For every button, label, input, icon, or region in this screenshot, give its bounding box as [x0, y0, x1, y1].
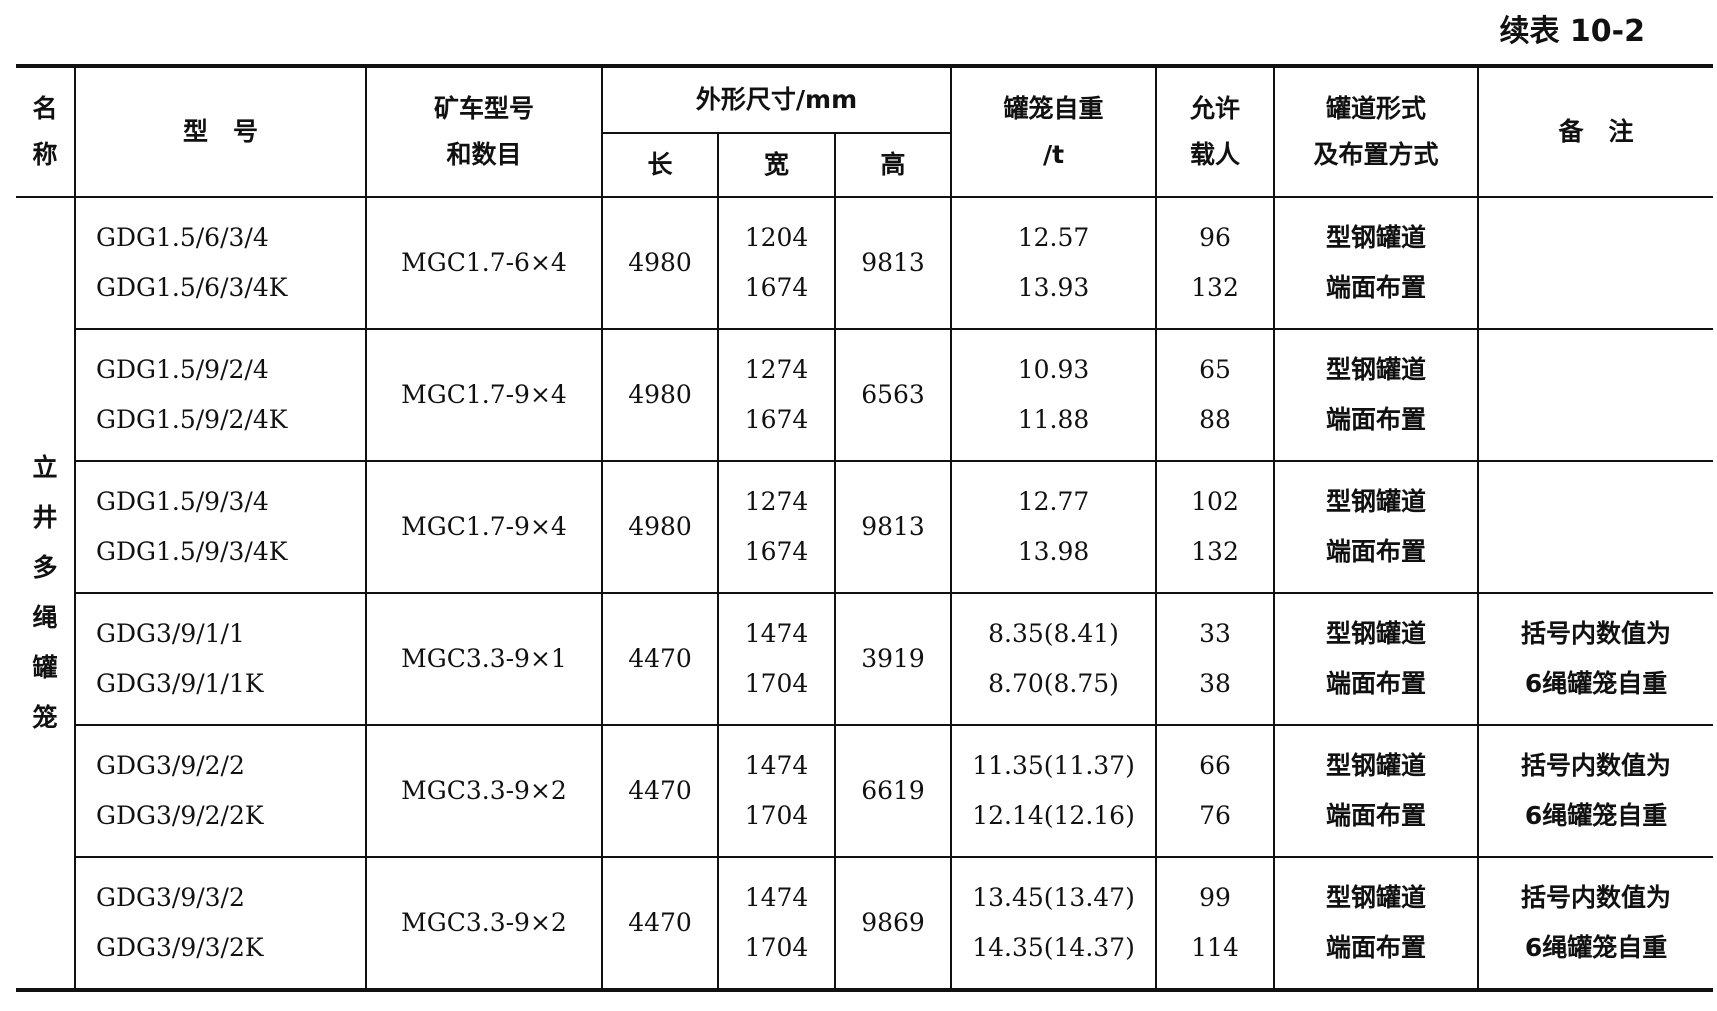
- height-cell: 9813: [833, 460, 953, 594]
- model-cell: GDG3/9/1/1 GDG3/9/1/1K: [75, 592, 367, 726]
- car-cell: MGC3.3-9×2: [365, 856, 603, 991]
- table-row: GDG3/9/1/1 GDG3/9/1/1K MGC3.3-9×1 4470 1474 1…: [16, 592, 1714, 726]
- width-cell: 1274 1674: [717, 460, 836, 594]
- model-cell: GDG3/9/2/2 GDG3/9/2/2K: [75, 724, 367, 858]
- weight-cell: 12.77 13.98: [950, 460, 1158, 594]
- remark-cell: 括号内数值为 6绳罐笼自重: [1477, 724, 1714, 858]
- weight-cell: 12.57 13.93: [950, 196, 1158, 330]
- header-weight: 罐笼自重/t: [950, 65, 1158, 198]
- persons-cell: 102 132: [1155, 460, 1276, 594]
- remark-cell: 括号内数值为 6绳罐笼自重: [1477, 856, 1714, 991]
- guide-cell: 型钢罐道 端面布置: [1273, 460, 1480, 594]
- width-cell: 1204 1674: [717, 196, 836, 330]
- guide-cell: 型钢罐道 端面布置: [1273, 724, 1480, 858]
- model-cell: GDG1.5/9/2/4 GDG1.5/9/2/4K: [75, 328, 367, 462]
- guide-cell: 型钢罐道 端面布置: [1273, 592, 1480, 726]
- weight-cell: 11.35(11.37) 12.14(12.16): [950, 724, 1158, 858]
- header-width: 宽: [717, 132, 836, 198]
- header-car: 矿车型号 和数目: [365, 65, 603, 198]
- car-cell: MGC3.3-9×1: [365, 592, 603, 726]
- height-cell: 3919: [833, 592, 953, 726]
- width-cell: 1474 1704: [717, 592, 836, 726]
- weight-cell: 8.35(8.41) 8.70(8.75): [950, 592, 1158, 726]
- guide-cell: 型钢罐道 端面布置: [1273, 856, 1480, 991]
- height-cell: 9813: [833, 196, 953, 330]
- table-row: GDG1.5/9/3/4 GDG1.5/9/3/4K MGC1.7-9×4 4980 1…: [16, 460, 1714, 594]
- length-cell: 4470: [601, 592, 719, 726]
- guide-cell: 型钢罐道 端面布置: [1273, 328, 1480, 462]
- model-cell: GDG3/9/3/2 GDG3/9/3/2K: [75, 856, 367, 991]
- group-name-cell: 立井多绳罐笼: [16, 196, 76, 991]
- length-cell: 4980: [601, 328, 719, 462]
- header-guide: 罐道形式 及布置方式: [1273, 65, 1480, 198]
- header-model: 型 号: [74, 65, 367, 198]
- remark-cell: [1477, 460, 1714, 594]
- model-cell: GDG1.5/6/3/4 GDG1.5/6/3/4K: [74, 196, 367, 330]
- width-cell: 1474 1704: [717, 856, 836, 991]
- height-cell: 6563: [833, 328, 953, 462]
- header-remark: 备 注: [1477, 65, 1714, 198]
- car-cell: MGC1.7-9×4: [365, 460, 603, 594]
- table-row: GDG1.5/9/2/4 GDG1.5/9/2/4K MGC1.7-9×4 4980 1…: [16, 328, 1714, 462]
- persons-cell: 65 88: [1155, 328, 1276, 462]
- table-row: GDG3/9/2/2 GDG3/9/2/2K MGC3.3-9×2 4470 1474 1…: [16, 724, 1714, 858]
- weight-cell: 10.93 11.88: [950, 328, 1158, 462]
- header-length: 长: [602, 132, 719, 198]
- length-cell: 4980: [601, 460, 719, 594]
- persons-cell: 33 38: [1155, 592, 1276, 726]
- persons-cell: 96 132: [1155, 196, 1276, 330]
- length-cell: 4470: [601, 856, 719, 991]
- header-name: 名称: [16, 65, 76, 198]
- weight-cell: 13.45(13.47) 14.35(14.37): [950, 856, 1158, 991]
- remark-cell: [1477, 328, 1714, 462]
- header-row: 名称 型 号 矿车型号 和数目 外形尺寸/mm 罐笼自重/t 允许 载人 罐道形式及…: [16, 65, 1714, 198]
- guide-cell: 型钢罐道 端面布置: [1273, 196, 1480, 330]
- persons-cell: 99 114: [1155, 856, 1276, 991]
- height-cell: 6619: [833, 724, 953, 858]
- width-cell: 1274 1674: [717, 328, 836, 462]
- table-row: 立井多绳罐笼 GDG1.5/6/3/4 GDG1.5/6/3/4K MGC1.7-6×…: [16, 196, 1714, 991]
- model-cell: GDG1.5/9/3/4 GDG1.5/9/3/4K: [75, 460, 367, 594]
- height-cell: 9869: [833, 856, 953, 991]
- length-cell: 4470: [601, 724, 719, 858]
- length-cell: 4980: [601, 196, 719, 330]
- header-persons: 允许 载人: [1155, 65, 1276, 198]
- remark-cell: 括号内数值为 6绳罐笼自重: [1477, 592, 1714, 726]
- car-cell: MGC1.7-9×4: [365, 328, 603, 462]
- car-cell: MGC1.7-6×4: [365, 196, 603, 330]
- cage-spec-table: 名称 型 号 矿车型号 和数目 外形尺寸/mm 罐笼自重/t 允许 载人 罐道形式及…: [16, 64, 1714, 992]
- car-cell: MGC3.3-9×2: [365, 724, 603, 858]
- width-cell: 1474 1704: [717, 724, 836, 858]
- header-height: 高: [833, 132, 952, 198]
- table-caption: 续表 10-2: [1499, 14, 1645, 49]
- remark-cell: [1477, 196, 1714, 330]
- table-row: GDG3/9/3/2 GDG3/9/3/2K MGC3.3-9×2 4470 1474 1…: [16, 856, 1714, 991]
- persons-cell: 66 76: [1155, 724, 1276, 858]
- header-subrow: 长 宽 高: [16, 132, 1713, 198]
- header-dimensions: 外形尺寸/mm: [600, 65, 953, 134]
